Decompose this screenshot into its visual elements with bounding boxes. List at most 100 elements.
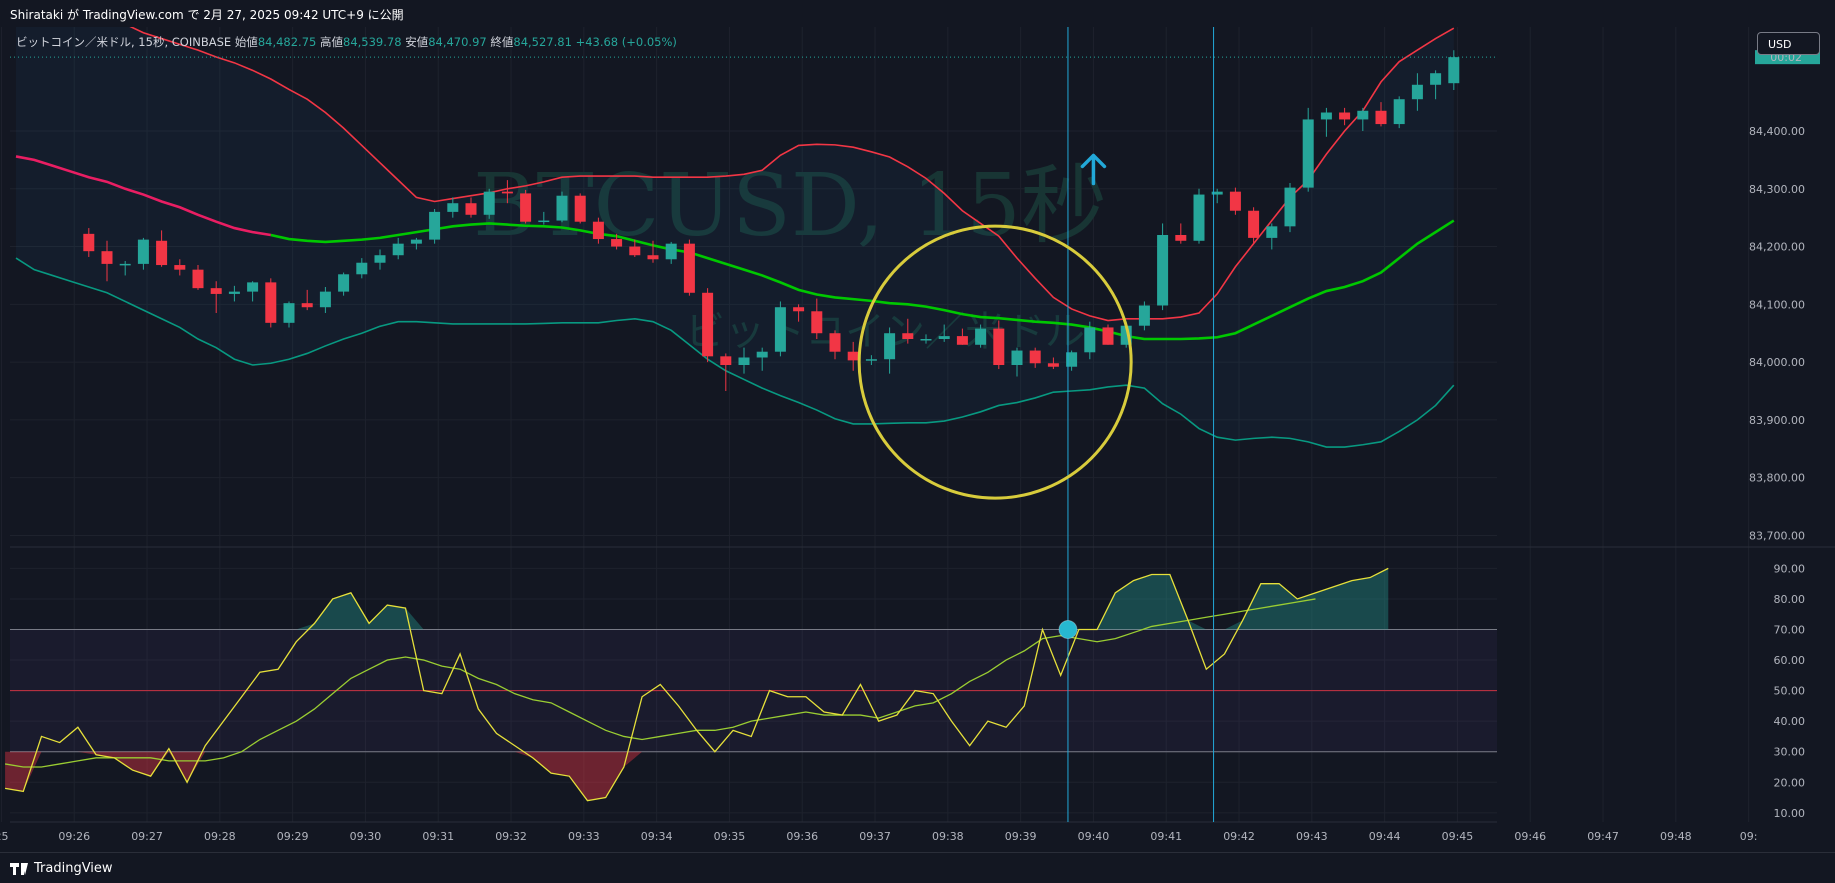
candle-body (738, 357, 750, 365)
candle (1066, 350, 1078, 371)
time-tick-label: 09:33 (568, 830, 600, 843)
candle-body (1138, 305, 1150, 326)
candle-body (319, 291, 331, 308)
bollinger-basis-line-up (270, 219, 1455, 341)
tradingview-logo-icon (10, 862, 28, 875)
low-value: 84,470.97 (428, 35, 487, 49)
time-tick-label: 09:42 (1223, 830, 1255, 843)
candle-body (356, 262, 368, 275)
candle (829, 330, 841, 360)
candle (1339, 107, 1351, 126)
candle (156, 230, 168, 267)
candle (1211, 188, 1223, 204)
time-tick-label: 09:32 (495, 830, 527, 843)
candle (447, 197, 459, 218)
candle-body (1047, 363, 1059, 367)
footer-bar: TradingView (0, 852, 1835, 883)
candle-body (829, 333, 841, 352)
candle-body (865, 359, 877, 361)
candle-body (938, 336, 950, 339)
publish-header: Shirataki が TradingView.com で 2月 27, 202… (0, 0, 1835, 27)
rsi-ma-line (4, 598, 1316, 768)
candle (1266, 223, 1278, 250)
time-tick-label: 09:27 (131, 830, 163, 843)
candle (902, 318, 914, 344)
candle (1375, 102, 1387, 127)
candle-body (228, 291, 240, 294)
candle (647, 240, 659, 263)
candle (192, 265, 204, 290)
time-tick-label: 25 (0, 830, 8, 843)
up-arrow-icon (1080, 153, 1107, 186)
candle (101, 240, 113, 282)
rsi-tick-label: 10.00 (1774, 807, 1806, 820)
time-tick-label: 09:44 (1369, 830, 1401, 843)
candle-body (1266, 226, 1278, 238)
candle-body (520, 193, 532, 222)
candle-body (174, 265, 186, 270)
time-tick-label: 09:37 (859, 830, 891, 843)
candle (501, 180, 513, 204)
price-tick-label: 83,800.00 (1749, 472, 1805, 485)
candle (683, 239, 695, 296)
candle (319, 287, 331, 313)
price-tick-label: 84,100.00 (1749, 298, 1805, 311)
candle-body (1011, 350, 1023, 365)
rsi-signal-marker (1058, 620, 1078, 639)
rsi-tick-label: 30.00 (1774, 746, 1806, 759)
tradingview-brand[interactable]: TradingView (10, 861, 113, 876)
candle (920, 334, 932, 344)
candle (356, 258, 368, 279)
candle (574, 193, 586, 224)
candle-body (993, 328, 1005, 365)
candle-body (975, 328, 987, 345)
candle-body (392, 243, 404, 256)
publish-info: Shirataki が TradingView.com で 2月 27, 202… (10, 8, 404, 22)
price-tick-label: 84,300.00 (1749, 183, 1805, 196)
currency-button[interactable]: USD (1757, 32, 1820, 55)
candle-body (501, 191, 513, 194)
chart-canvas[interactable]: BTCUSD, 15秒ビットコイン／米ドル83,700.0083,800.008… (0, 27, 1835, 852)
candle (774, 301, 786, 357)
high-label: 高値 (320, 35, 343, 49)
candle-body (410, 239, 422, 244)
candle (1430, 70, 1442, 100)
candle (975, 324, 987, 348)
time-tick-label: 09:40 (1078, 830, 1110, 843)
symbol-label[interactable]: ビットコイン／米ドル, 15秒, COINBASE (16, 35, 232, 49)
candle-body (683, 243, 695, 293)
candle (938, 324, 950, 342)
low-label: 安値 (405, 35, 429, 49)
candle (665, 241, 677, 264)
time-tick-label: 09:34 (641, 830, 673, 843)
candle (1302, 107, 1314, 192)
time-tick-label: 09:28 (204, 830, 236, 843)
candle-body (119, 263, 131, 266)
candle-body (1193, 194, 1205, 241)
candle (1229, 187, 1241, 215)
candle (410, 237, 422, 250)
candle (556, 191, 568, 223)
rsi-tick-label: 60.00 (1774, 654, 1806, 667)
candle-body (1102, 327, 1114, 345)
candle (611, 233, 623, 250)
candle-body (756, 351, 768, 358)
close-label: 終値 (490, 35, 514, 49)
time-tick-label: 09: (1740, 830, 1758, 843)
candle (1320, 107, 1332, 137)
price-tick-label: 84,400.00 (1749, 125, 1805, 138)
rsi-oversold-fill (5, 751, 1389, 801)
rsi-tick-label: 50.00 (1774, 685, 1806, 698)
candle-body (101, 251, 113, 264)
candle (1248, 207, 1260, 244)
time-tick-label: 09:35 (714, 830, 746, 843)
candle (374, 249, 386, 270)
candle-body (1357, 110, 1369, 120)
candle (1448, 50, 1460, 90)
candle (83, 228, 95, 257)
candle-body (1029, 350, 1041, 364)
candle-body (1175, 235, 1187, 241)
candle (210, 281, 222, 313)
change-value: +43.68 (+0.05%) (575, 35, 677, 49)
open-value: 84,482.75 (257, 35, 317, 49)
